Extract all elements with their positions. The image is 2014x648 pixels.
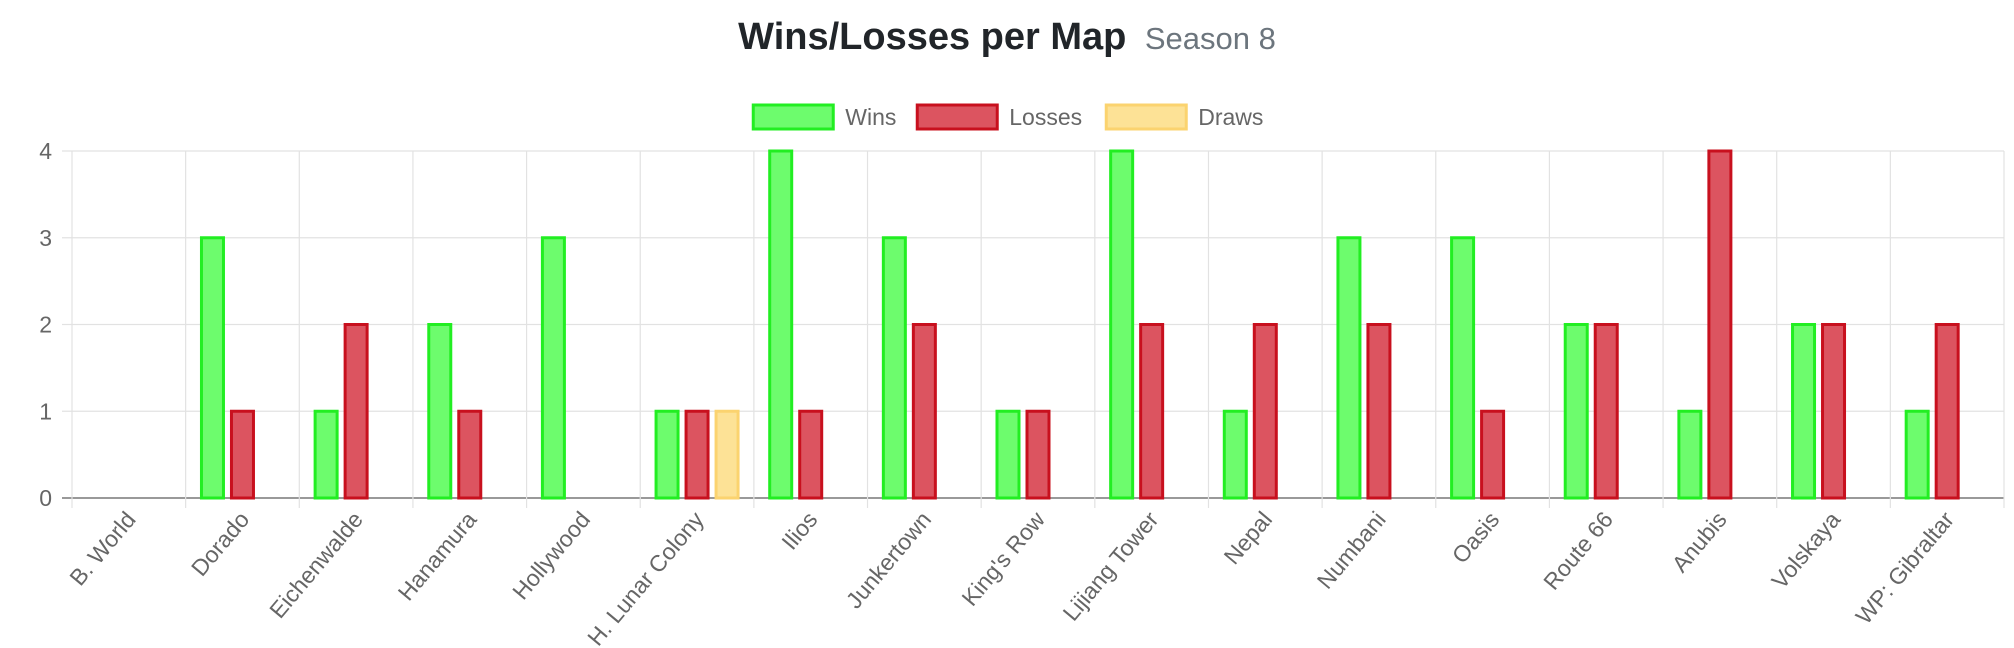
bar-wins bbox=[540, 236, 566, 500]
bar-losses bbox=[1707, 149, 1733, 500]
x-tick-label: Numbani bbox=[1312, 507, 1391, 594]
y-tick-label: 1 bbox=[39, 398, 52, 424]
x-tick-label: Dorado bbox=[186, 507, 254, 582]
legend-label-draws: Draws bbox=[1198, 104, 1263, 130]
bar-wins bbox=[1222, 409, 1248, 500]
bar-losses bbox=[684, 409, 710, 500]
bar-losses bbox=[457, 409, 483, 500]
bar-wins bbox=[1904, 409, 1930, 500]
legend-label-losses: Losses bbox=[1009, 104, 1082, 130]
x-tick-label: Nepal bbox=[1219, 507, 1278, 570]
bar-draws bbox=[714, 409, 740, 500]
legend-label-wins: Wins bbox=[845, 104, 896, 130]
bar-losses bbox=[1252, 323, 1278, 500]
x-tick-label: Route 66 bbox=[1538, 507, 1618, 595]
bar-wins bbox=[881, 236, 907, 500]
y-tick-label: 2 bbox=[39, 312, 52, 338]
legend-swatch-losses bbox=[915, 103, 999, 131]
x-tick-label: Volskaya bbox=[1766, 506, 1845, 593]
legend: Wins Losses Draws bbox=[751, 103, 1263, 131]
bar-losses bbox=[343, 323, 369, 500]
chart-subtitle: Season 8 bbox=[1144, 21, 1276, 56]
bar-losses bbox=[911, 323, 937, 500]
bar-losses bbox=[1821, 323, 1847, 500]
x-tick-label: Anubis bbox=[1667, 507, 1732, 578]
x-tick-label: Junkertown bbox=[841, 507, 937, 614]
x-tick-label: Eichenwalde bbox=[264, 507, 368, 624]
bar-wins bbox=[1791, 323, 1817, 500]
bar-wins bbox=[1563, 323, 1589, 500]
y-tick-label: 0 bbox=[39, 485, 52, 511]
chart-title: Wins/Losses per Map bbox=[738, 16, 1127, 58]
y-tick-label: 4 bbox=[39, 138, 52, 164]
bar-losses bbox=[1480, 409, 1506, 500]
y-tick-label: 3 bbox=[39, 225, 52, 251]
bar-wins bbox=[995, 409, 1021, 500]
legend-swatch-wins bbox=[751, 103, 835, 131]
bar-wins bbox=[427, 323, 453, 500]
x-tick-label: Hanamura bbox=[393, 506, 482, 605]
bar-losses bbox=[1934, 323, 1960, 500]
grid-lines bbox=[62, 150, 2005, 508]
x-tick-label: Oasis bbox=[1447, 507, 1505, 569]
x-tick-label: Lijiang Tower bbox=[1058, 506, 1164, 625]
x-tick-label: Hollywood bbox=[507, 507, 595, 605]
x-axis-ticks: B. World Dorado Eichenwalde Hanamura Hollywo… bbox=[64, 506, 1959, 648]
x-tick-label: King's Row bbox=[956, 506, 1050, 611]
bar-wins bbox=[1336, 236, 1362, 500]
bar-losses bbox=[1139, 323, 1165, 500]
x-tick-label: B. World bbox=[64, 507, 140, 591]
y-axis-ticks: 0 1 2 3 4 bbox=[39, 138, 52, 511]
x-tick-label: H. Lunar Colony bbox=[582, 506, 709, 648]
bars bbox=[199, 149, 1960, 500]
bar-wins bbox=[654, 409, 680, 500]
x-tick-label: WP: Gibraltar bbox=[1850, 506, 1959, 629]
bar-wins bbox=[1450, 236, 1476, 500]
bar-losses bbox=[1366, 323, 1392, 500]
bar-wins bbox=[199, 236, 225, 500]
bar-wins bbox=[1109, 149, 1135, 500]
bar-losses bbox=[1593, 323, 1619, 500]
bar-wins bbox=[1677, 409, 1703, 500]
bar-wins bbox=[768, 149, 794, 500]
bar-losses bbox=[1025, 409, 1051, 500]
legend-swatch-draws bbox=[1104, 103, 1188, 131]
x-tick-label: Ilios bbox=[776, 507, 822, 555]
bar-losses bbox=[229, 409, 255, 500]
chart-title-row: Wins/Losses per Map Season 8 bbox=[0, 16, 2014, 59]
bar-losses bbox=[798, 409, 824, 500]
bar-wins bbox=[313, 409, 339, 500]
